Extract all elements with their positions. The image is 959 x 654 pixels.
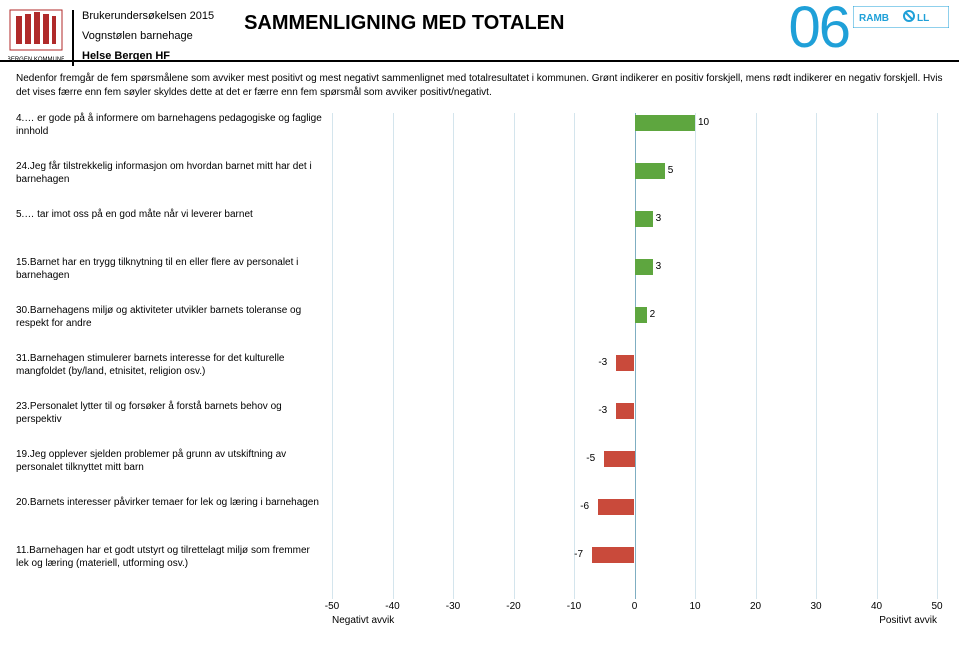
report-header: BERGEN KOMMUNE Brukerundersøkelsen 2015 … <box>0 0 959 62</box>
gridline <box>574 113 575 599</box>
bar-value-label: -6 <box>580 501 589 512</box>
svg-text:LL: LL <box>917 13 929 24</box>
question-label: 11.Barnehagen har et godt utstyrt og til… <box>16 545 324 570</box>
unit-name: Vognstølen barnehage <box>82 30 214 42</box>
question-label: 23.Personalet lytter til og forsøker å f… <box>16 401 324 426</box>
bar-value-label: 5 <box>668 165 674 176</box>
bar-value-label: 2 <box>650 309 656 320</box>
bar-value-label: -5 <box>586 453 595 464</box>
report-meta: Brukerundersøkelsen 2015 Vognstølen barn… <box>72 10 214 66</box>
svg-text:BERGEN KOMMUNE: BERGEN KOMMUNE <box>8 57 64 63</box>
deviation-bar <box>616 403 634 419</box>
question-label: 20.Barnets interesser påvirker temaer fo… <box>16 497 324 510</box>
survey-name: Brukerundersøkelsen 2015 <box>82 10 214 22</box>
gridline <box>816 113 817 599</box>
question-label: 19.Jeg opplever sjelden problemer på gru… <box>16 449 324 474</box>
gridline <box>756 113 757 599</box>
deviation-bar <box>635 307 647 323</box>
tick-label: 0 <box>632 601 638 612</box>
deviation-bar <box>604 451 634 467</box>
bar-value-label: -3 <box>598 405 607 416</box>
tick-label: 50 <box>931 601 942 612</box>
deviation-bar <box>635 163 665 179</box>
tick-label: -10 <box>567 601 581 612</box>
tick-label: -30 <box>446 601 460 612</box>
gridline <box>332 113 333 599</box>
bar-value-label: 10 <box>698 117 709 128</box>
tick-label: 40 <box>871 601 882 612</box>
deviation-bar <box>635 115 696 131</box>
gridline <box>635 113 636 599</box>
tick-label: -20 <box>506 601 520 612</box>
question-label: 4.… er gode på å informere om barnehagen… <box>16 113 324 138</box>
deviation-bar <box>592 547 634 563</box>
gridline <box>393 113 394 599</box>
deviation-chart: 10 5 3 3 2 -3 -3 -5 -6 -7 -50 -40 -30 -20 -10 0 10 20 30 4… <box>16 113 943 633</box>
deviation-bar <box>635 259 653 275</box>
question-label: 30.Barnehagens miljø og aktiviteter utvi… <box>16 305 324 330</box>
question-label: 15.Barnet har en trygg tilknytning til e… <box>16 257 324 282</box>
bar-value-label: 3 <box>656 261 662 272</box>
gridline <box>937 113 938 599</box>
bar-value-label: 3 <box>656 213 662 224</box>
page-number: 06 <box>788 0 849 61</box>
tick-label: -40 <box>385 601 399 612</box>
axis-caption-positive: Positivt avvik <box>879 615 937 626</box>
ramboll-logo: RAMB LL <box>853 6 949 28</box>
tick-label: 10 <box>689 601 700 612</box>
tick-label: 20 <box>750 601 761 612</box>
org-name: Helse Bergen HF <box>82 50 214 62</box>
axis-caption-negative: Negativt avvik <box>332 615 394 626</box>
question-label: 31.Barnehagen stimulerer barnets interes… <box>16 353 324 378</box>
tick-label: -50 <box>325 601 339 612</box>
gridline <box>695 113 696 599</box>
chart-x-axis: -50-40-30-20-1001020304050Negativt avvik… <box>332 599 937 633</box>
gridline <box>453 113 454 599</box>
bar-value-label: -3 <box>598 357 607 368</box>
page-title: SAMMENLIGNING MED TOTALEN <box>244 12 564 35</box>
intro-text: Nedenfor fremgår de fem spørsmålene som … <box>0 62 959 107</box>
deviation-bar <box>616 355 634 371</box>
tick-label: 30 <box>810 601 821 612</box>
chart-plot-area: 10 5 3 3 2 -3 -3 -5 -6 -7 <box>332 113 937 599</box>
question-label: 24.Jeg får tilstrekkelig informasjon om … <box>16 161 324 186</box>
deviation-bar <box>635 211 653 227</box>
gridline <box>877 113 878 599</box>
svg-text:RAMB: RAMB <box>859 13 889 24</box>
gridline <box>514 113 515 599</box>
deviation-bar <box>598 499 634 515</box>
bergen-kommune-logo: BERGEN KOMMUNE <box>8 8 64 64</box>
question-label: 5.… tar imot oss på en god måte når vi l… <box>16 209 324 222</box>
bar-value-label: -7 <box>574 549 583 560</box>
